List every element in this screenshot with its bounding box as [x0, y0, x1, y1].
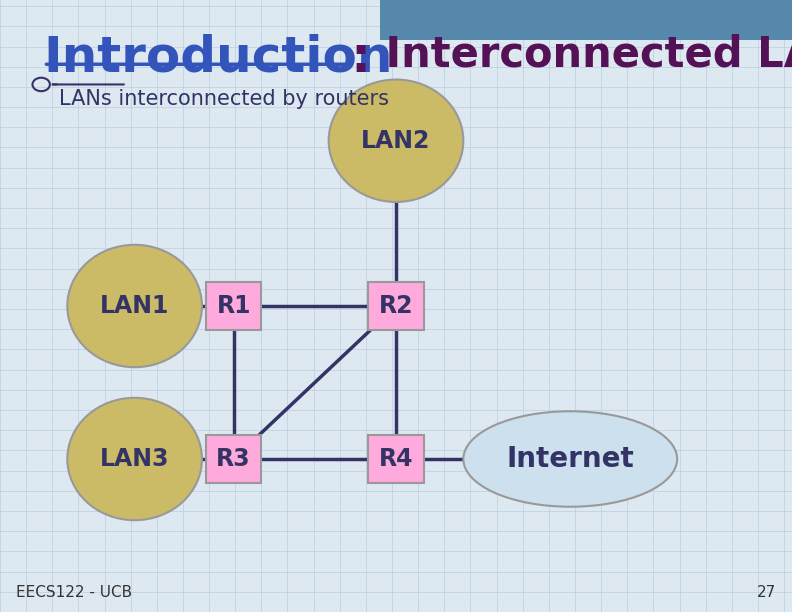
- Text: LANs interconnected by routers: LANs interconnected by routers: [59, 89, 390, 109]
- Text: R1: R1: [216, 294, 251, 318]
- FancyBboxPatch shape: [206, 435, 261, 483]
- Text: :: :: [351, 34, 371, 81]
- Text: R4: R4: [379, 447, 413, 471]
- Text: Internet: Internet: [506, 445, 634, 473]
- Ellipse shape: [67, 398, 202, 520]
- Text: R3: R3: [216, 447, 251, 471]
- Text: LAN2: LAN2: [361, 129, 431, 153]
- Text: EECS122 - UCB: EECS122 - UCB: [16, 584, 132, 600]
- Text: Introduction: Introduction: [44, 34, 393, 81]
- Text: 27: 27: [757, 584, 776, 600]
- Ellipse shape: [463, 411, 677, 507]
- Ellipse shape: [67, 245, 202, 367]
- Text: R2: R2: [379, 294, 413, 318]
- Ellipse shape: [329, 80, 463, 202]
- Text: Interconnected LANs: Interconnected LANs: [371, 34, 792, 76]
- Text: LAN3: LAN3: [100, 447, 169, 471]
- FancyBboxPatch shape: [206, 282, 261, 330]
- FancyBboxPatch shape: [368, 282, 424, 330]
- Text: LAN1: LAN1: [100, 294, 169, 318]
- FancyBboxPatch shape: [368, 435, 424, 483]
- FancyBboxPatch shape: [380, 0, 792, 40]
